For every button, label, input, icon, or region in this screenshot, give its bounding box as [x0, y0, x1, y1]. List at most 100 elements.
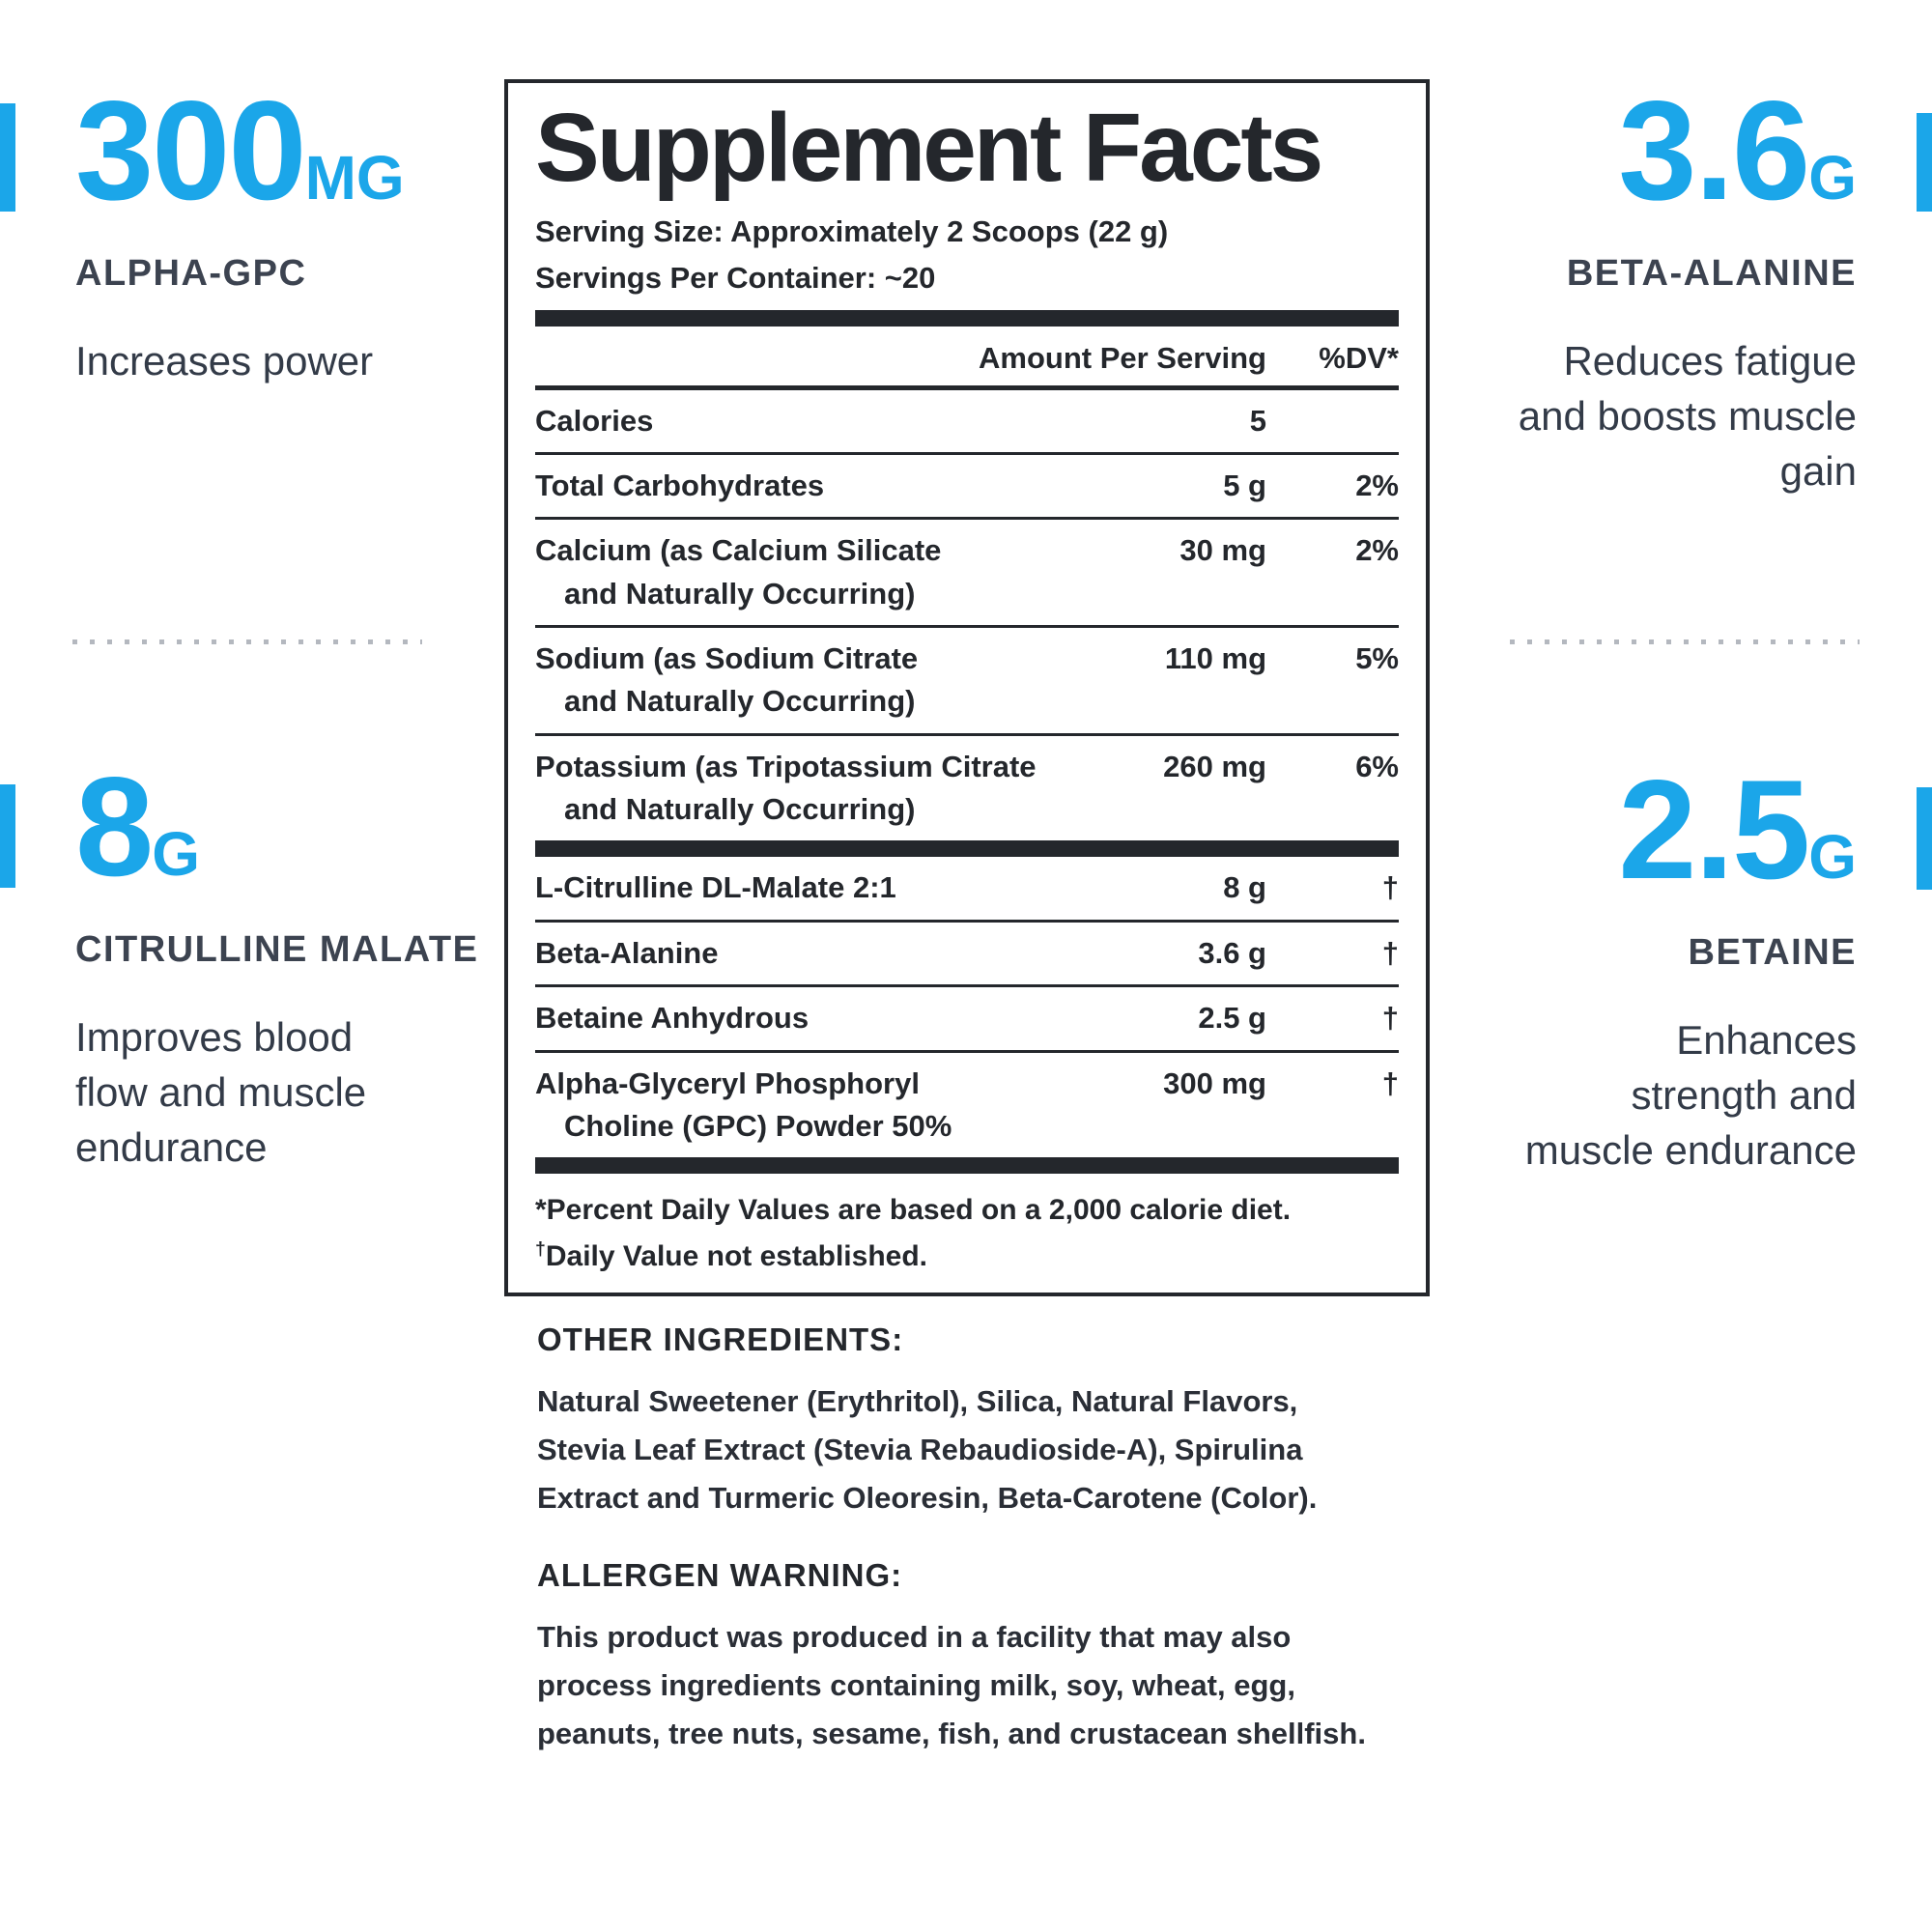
stat-description: Reduces fatigue and boosts muscle gain: [1412, 333, 1857, 498]
row-amount: 5: [1249, 403, 1266, 438]
allergen-warning-section: ALLERGEN WARNING: This product was produ…: [537, 1557, 1406, 1758]
row-dv: †: [1381, 1001, 1399, 1036]
row-amount: 8 g: [1223, 870, 1266, 905]
row-amount: 300 mg: [1163, 1065, 1266, 1100]
footnote-dagger: †Daily Value not established.: [535, 1237, 1399, 1276]
allergen-line: This product was produced in a facility …: [537, 1620, 1292, 1654]
table-header-row: Amount Per Serving %DV*: [535, 327, 1399, 390]
accent-bar-mid-right: [1917, 787, 1932, 890]
row-label: Betaine Anhydrous: [535, 1001, 810, 1036]
stat-number: 2.5: [1618, 751, 1810, 908]
stat-unit: G: [1808, 143, 1857, 213]
stat-value: 3.6G: [1412, 80, 1857, 232]
other-ingredients-line: Natural Sweetener (Erythritol), Silica, …: [537, 1384, 1298, 1418]
row-amount: 3.6 g: [1198, 935, 1266, 970]
stat-callout-alpha-gpc: 300MG ALPHA-GPC Increases power: [75, 80, 520, 388]
row-dv: 5%: [1355, 641, 1399, 676]
thick-divider: [535, 1157, 1399, 1175]
other-ingredients-section: OTHER INGREDIENTS: Natural Sweetener (Er…: [537, 1321, 1406, 1522]
row-label: Alpha-Glyceryl Phosphoryl: [535, 1065, 920, 1100]
allergen-heading: ALLERGEN WARNING:: [537, 1557, 903, 1593]
row-label: Calcium (as Calcium Silicate: [535, 533, 942, 568]
table-row: Alpha-Glyceryl Phosphoryl Choline (GPC) P…: [535, 1049, 1399, 1158]
stat-desc-line: flow and muscle: [75, 1069, 367, 1115]
row-amount: 260 mg: [1163, 749, 1266, 783]
stat-unit: G: [1808, 822, 1857, 892]
column-header-amount: Amount Per Serving: [979, 340, 1266, 375]
serving-size: Serving Size: Approximately 2 Scoops (22…: [535, 214, 1169, 248]
column-header-dv: %DV*: [1319, 340, 1399, 375]
other-ingredients-line: Stevia Leaf Extract (Stevia Rebaudioside…: [537, 1433, 1303, 1466]
footnotes: *Percent Daily Values are based on a 2,0…: [535, 1174, 1399, 1275]
thick-divider: [535, 840, 1399, 858]
stat-desc-line: and boosts muscle: [1518, 393, 1857, 439]
table-row: Potassium (as Tripotassium Citrate and Na…: [535, 732, 1399, 841]
stat-number: 3.6: [1618, 71, 1810, 229]
active-ingredient-group: L-Citrulline DL-Malate 2:1 8 g † Beta-Al…: [535, 857, 1399, 1157]
dotted-divider-right: [1510, 639, 1860, 644]
row-dv: †: [1381, 1065, 1399, 1100]
stat-value: 2.5G: [1412, 759, 1857, 911]
allergen-line: peanuts, tree nuts, sesame, fish, and cr…: [537, 1717, 1366, 1750]
stat-desc-line: Reduces fatigue: [1563, 338, 1857, 384]
stat-callout-betaine: 2.5G BETAINE Enhances strength and muscl…: [1412, 759, 1857, 1178]
stat-value: 8G: [75, 756, 520, 908]
panel-title: Supplement Facts: [535, 94, 1323, 202]
stat-desc-line: muscle endurance: [1524, 1127, 1857, 1173]
allergen-line: process ingredients containing milk, soy…: [537, 1668, 1295, 1702]
stat-number: 8: [75, 748, 154, 905]
row-label-line2: and Naturally Occurring): [564, 576, 916, 611]
row-dv: 2%: [1355, 533, 1399, 568]
dotted-divider-left: [72, 639, 422, 644]
table-row: Beta-Alanine 3.6 g †: [535, 919, 1399, 984]
footnote-dagger-text: Daily Value not established.: [545, 1239, 927, 1272]
stat-desc-line: Increases power: [75, 338, 374, 384]
stat-desc-line: strength and: [1631, 1072, 1857, 1118]
row-dv: 2%: [1355, 468, 1399, 502]
row-label-line2: Choline (GPC) Powder 50%: [564, 1108, 952, 1143]
row-amount: 5 g: [1223, 468, 1266, 502]
table-row: Sodium (as Sodium Citrate and Naturally O…: [535, 625, 1399, 733]
row-label: Sodium (as Sodium Citrate: [535, 641, 919, 676]
stat-unit: G: [152, 819, 200, 889]
stat-desc-line: gain: [1779, 448, 1857, 494]
footnote-dv: *Percent Daily Values are based on a 2,0…: [535, 1194, 1292, 1227]
thick-divider: [535, 309, 1399, 327]
other-ingredients-heading: OTHER INGREDIENTS:: [537, 1321, 904, 1357]
stat-name: BETA-ALANINE: [1566, 253, 1857, 294]
row-dv: 6%: [1355, 749, 1399, 783]
supplement-facts-panel: Supplement Facts Serving Size: Approxima…: [504, 79, 1430, 1297]
row-label: Potassium (as Tripotassium Citrate: [535, 749, 1037, 783]
table-row: Calories 5: [535, 390, 1399, 452]
stat-callout-beta-alanine: 3.6G BETA-ALANINE Reduces fatigue and bo…: [1412, 80, 1857, 498]
row-amount: 2.5 g: [1198, 1001, 1266, 1036]
dagger-symbol: †: [535, 1237, 546, 1260]
nutrient-group: Calories 5 Total Carbohydrates 5 g 2% Ca…: [535, 390, 1399, 841]
row-label: Calories: [535, 403, 654, 438]
row-label-line2: and Naturally Occurring): [564, 684, 916, 719]
stat-number: 300: [75, 71, 307, 229]
row-label: Total Carbohydrates: [535, 468, 825, 502]
stat-desc-line: Improves blood: [75, 1014, 354, 1060]
accent-bar-top-left: [0, 103, 15, 212]
table-row: Total Carbohydrates 5 g 2%: [535, 451, 1399, 517]
row-label: Beta-Alanine: [535, 935, 719, 970]
stat-value: 300MG: [75, 80, 520, 232]
other-ingredients-line: Extract and Turmeric Oleoresin, Beta-Car…: [537, 1481, 1318, 1515]
row-dv: †: [1381, 870, 1399, 905]
table-row: L-Citrulline DL-Malate 2:1 8 g †: [535, 857, 1399, 919]
stat-description: Enhances strength and muscle endurance: [1412, 1012, 1857, 1178]
accent-bar-mid-left: [0, 784, 15, 888]
stat-name: BETAINE: [1688, 932, 1857, 973]
table-row: Calcium (as Calcium Silicate and Naturall…: [535, 517, 1399, 625]
table-row: Betaine Anhydrous 2.5 g †: [535, 984, 1399, 1049]
row-amount: 30 mg: [1179, 533, 1266, 568]
stat-desc-line: endurance: [75, 1124, 268, 1170]
row-dv: †: [1381, 935, 1399, 970]
row-amount: 110 mg: [1164, 641, 1266, 676]
stat-description: Increases power: [75, 333, 520, 388]
stat-name: ALPHA-GPC: [75, 253, 307, 294]
stat-description: Improves blood flow and muscle endurance: [75, 1009, 520, 1175]
row-label-line2: and Naturally Occurring): [564, 792, 916, 827]
stat-callout-citrulline-malate: 8G CITRULLINE MALATE Improves blood flow…: [75, 756, 520, 1175]
